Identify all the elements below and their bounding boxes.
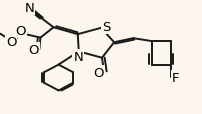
Text: O: O xyxy=(28,43,39,56)
Text: O: O xyxy=(15,24,25,37)
Text: N: N xyxy=(24,2,34,15)
Text: O: O xyxy=(94,66,104,79)
Text: O: O xyxy=(6,36,16,49)
Text: S: S xyxy=(102,20,110,33)
Text: N: N xyxy=(74,51,83,63)
Text: F: F xyxy=(172,72,180,85)
